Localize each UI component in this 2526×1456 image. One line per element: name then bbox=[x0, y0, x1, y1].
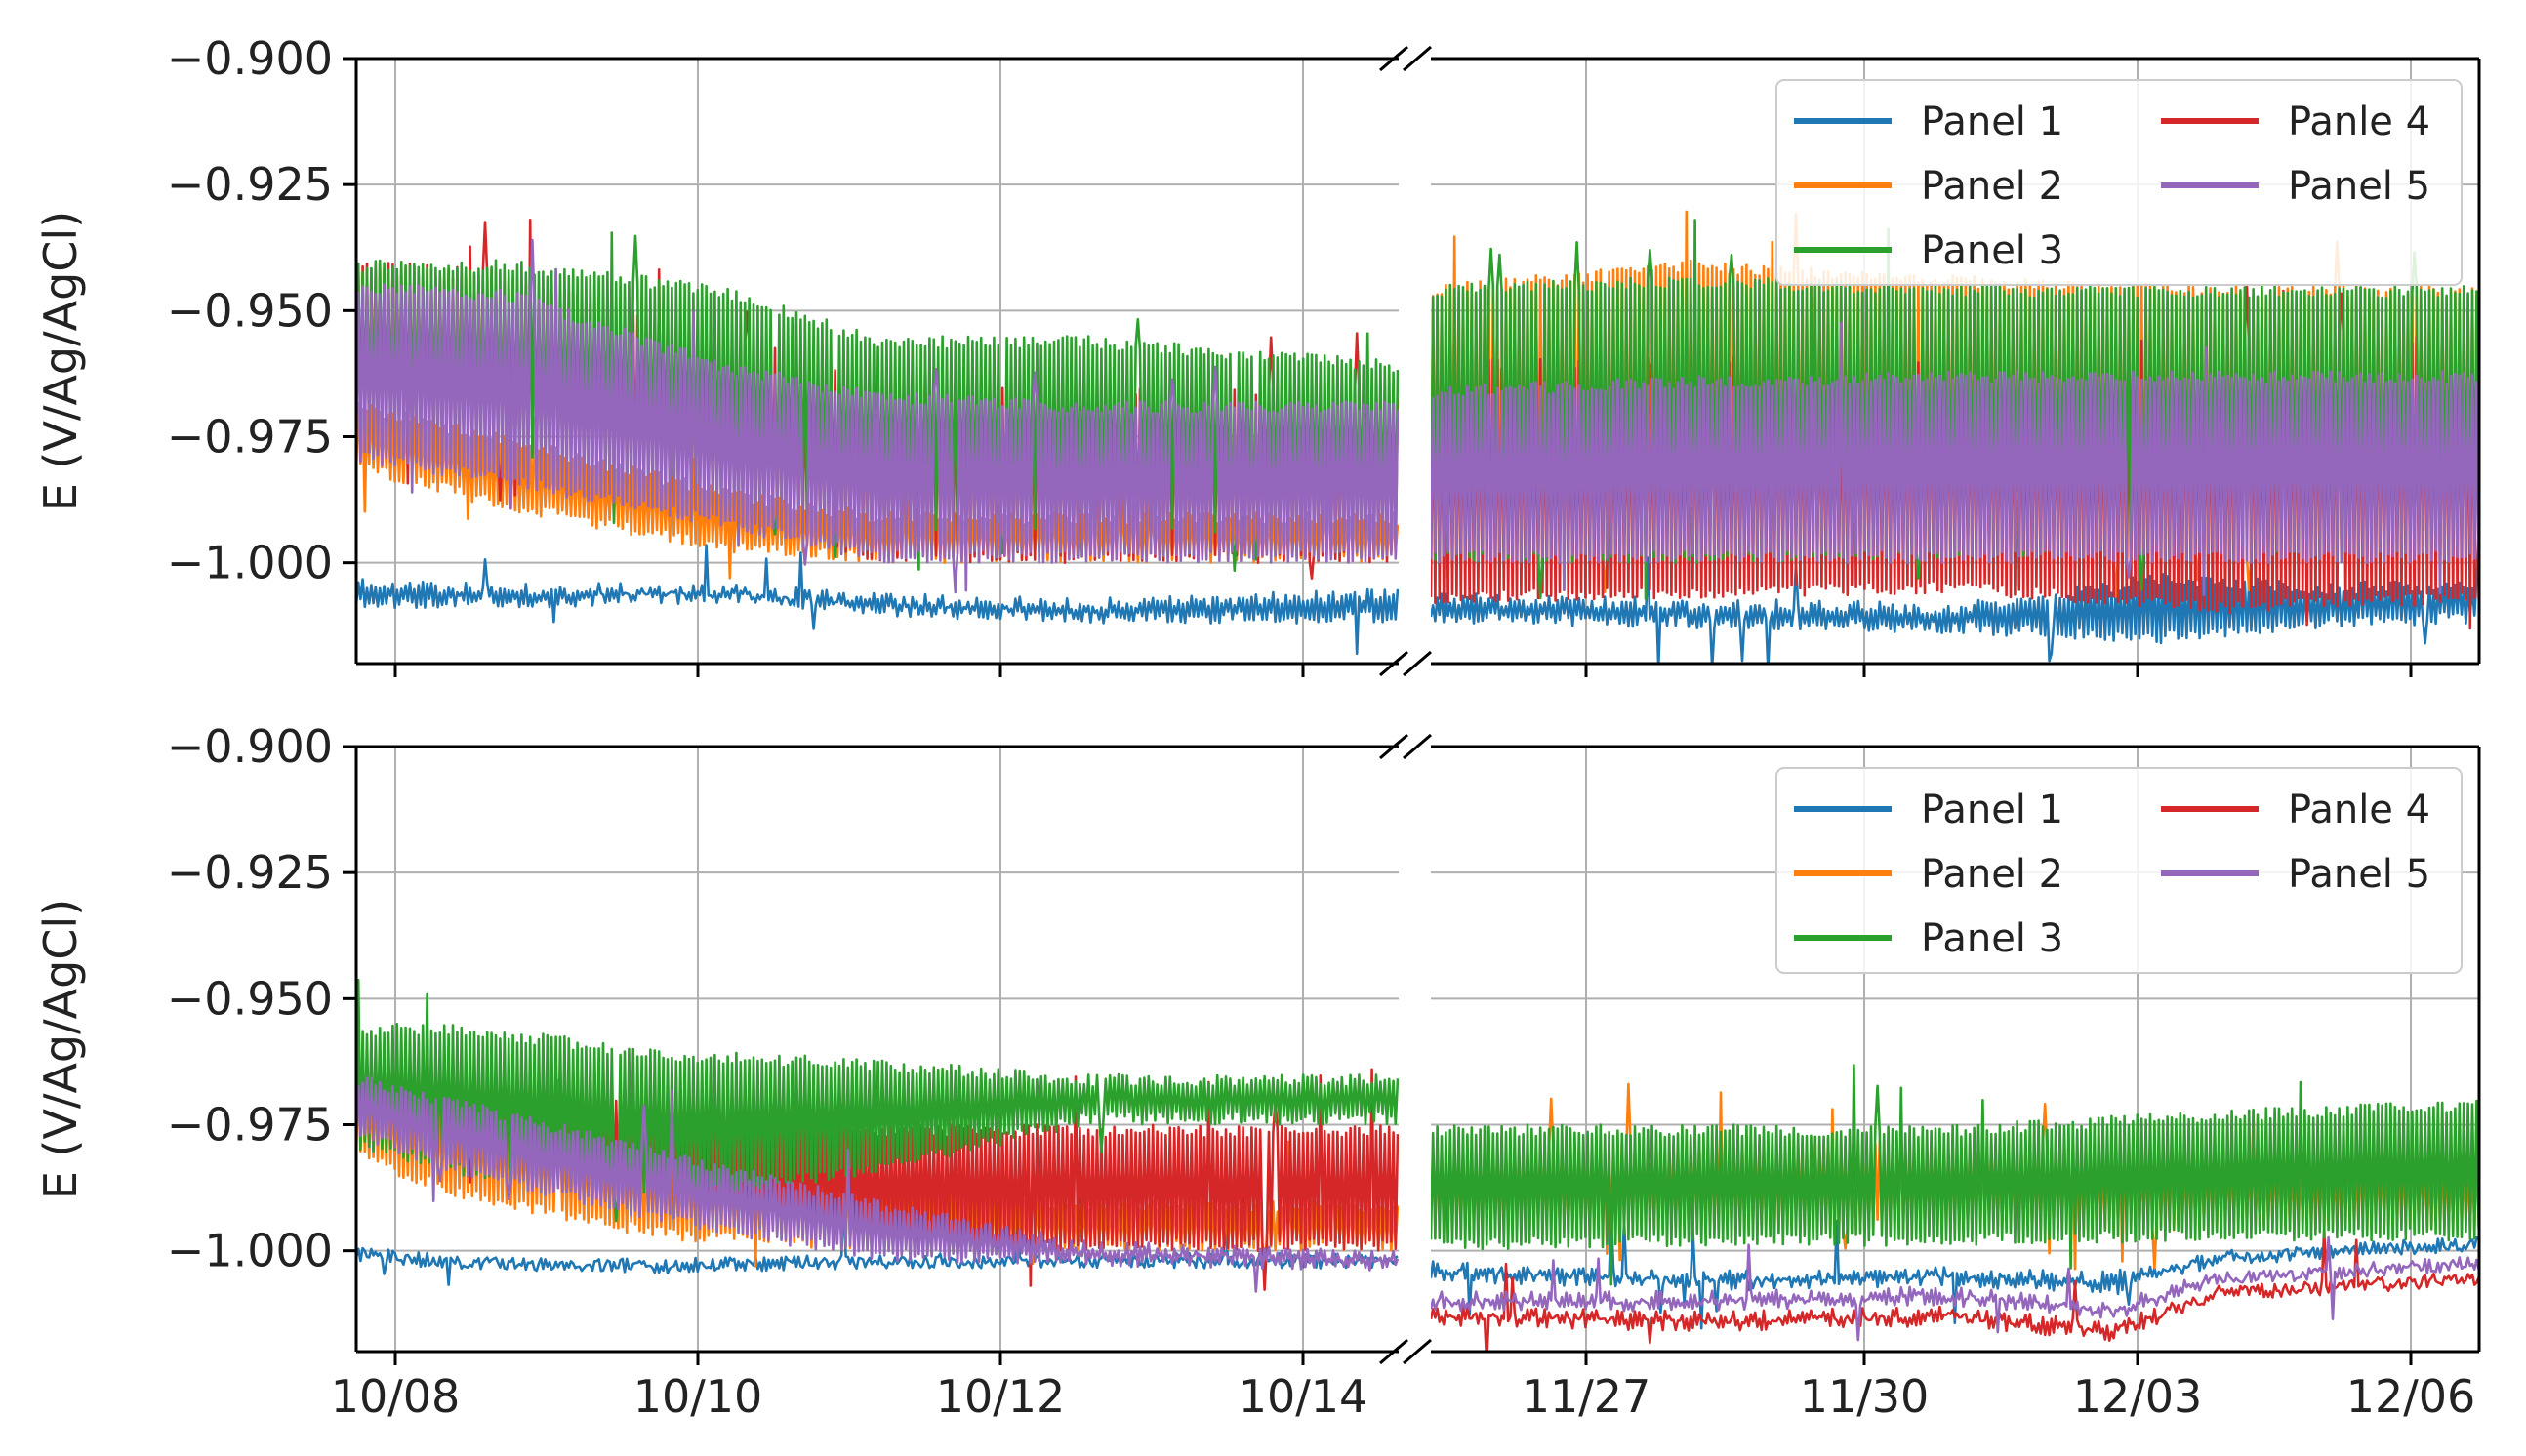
axes: −0.900 −0.925 −0.950 −0.975 −1.000 10/08 10/10… bbox=[34, 720, 2481, 1423]
y-tick-label: −0.950 bbox=[167, 972, 333, 1025]
axis-break-marker bbox=[1379, 733, 1408, 760]
series-line-panel-5 bbox=[356, 1076, 1399, 1293]
axes: −0.900 −0.925 −0.950 −0.975 −1.000 E (V/Ag/Ag… bbox=[34, 32, 2481, 677]
x-tick-label: 10/14 bbox=[1239, 1370, 1368, 1423]
axis-break-marker bbox=[1403, 1338, 1432, 1365]
y-tick-label: −0.900 bbox=[167, 32, 333, 85]
chart-panel-top: −0.900 −0.925 −0.950 −0.975 −1.000 E (V/Ag/Ag… bbox=[34, 32, 2481, 677]
legend-label: Panel 2 bbox=[1921, 852, 2063, 897]
y-tick-label: −0.900 bbox=[167, 720, 333, 773]
series-line-panel-3 bbox=[356, 978, 1399, 1223]
axis-break-marker bbox=[1403, 733, 1432, 760]
axis-break-marker bbox=[1379, 650, 1408, 677]
series-line-panel-1 bbox=[356, 544, 1399, 656]
y-tick-label: −1.000 bbox=[167, 537, 333, 589]
x-tick-label: 11/30 bbox=[1800, 1370, 1930, 1423]
y-tick-label: −0.925 bbox=[167, 846, 333, 899]
axis-break-marker bbox=[1403, 650, 1432, 677]
legend-label: Panle 4 bbox=[2288, 100, 2430, 144]
axis-break-marker bbox=[1403, 45, 1432, 72]
legend-label: Panel 5 bbox=[2288, 164, 2430, 209]
x-tick-label: 10/08 bbox=[331, 1370, 461, 1423]
x-tick-label: 10/12 bbox=[936, 1370, 1066, 1423]
legend-label: Panel 2 bbox=[1921, 164, 2063, 209]
legend-label: Panel 5 bbox=[2288, 852, 2430, 897]
legend: Panel 1 Panel 2 Panel 3 Panle 4 Panel 5 bbox=[1775, 79, 2463, 286]
y-tick-label: −1.000 bbox=[167, 1225, 333, 1277]
axis-break-marker bbox=[1379, 45, 1408, 72]
x-tick-label: 12/06 bbox=[2346, 1370, 2476, 1423]
series-line-panel-5 bbox=[356, 238, 1399, 594]
series-line-panel-3 bbox=[1431, 1064, 2479, 1286]
legend-label: Panel 3 bbox=[1921, 228, 2063, 273]
series-line-panel-5 bbox=[1431, 321, 2479, 596]
y-axis-label: E (V/Ag/AgCl) bbox=[34, 211, 87, 511]
legend-label: Panel 1 bbox=[1921, 788, 2063, 832]
legend: Panel 1 Panel 2 Panel 3 Panle 4 Panel 5 bbox=[1775, 767, 2463, 974]
x-tick-label: 11/27 bbox=[1522, 1370, 1651, 1423]
x-tick-label: 12/03 bbox=[2073, 1370, 2203, 1423]
axis-break-marker bbox=[1379, 1338, 1408, 1365]
series-line-panel-1 bbox=[1431, 530, 2479, 664]
series-group bbox=[356, 210, 2479, 664]
legend-label: Panle 4 bbox=[2288, 788, 2430, 832]
series-line-panel-1 bbox=[1431, 1211, 2479, 1330]
legend-box bbox=[1775, 79, 2463, 286]
x-tick-label: 10/10 bbox=[633, 1370, 763, 1423]
y-tick-label: −0.925 bbox=[167, 158, 333, 211]
series-line-panle-4 bbox=[1431, 1227, 2479, 1352]
y-tick-label: −0.950 bbox=[167, 284, 333, 337]
series-group bbox=[356, 978, 2479, 1352]
y-axis-label: E (V/Ag/AgCl) bbox=[34, 899, 87, 1199]
legend-label: Panel 3 bbox=[1921, 916, 2063, 961]
series-line-panel-5 bbox=[1431, 1235, 2479, 1342]
chart-panel-bottom: −0.900 −0.925 −0.950 −0.975 −1.000 10/08 10/10… bbox=[34, 720, 2481, 1423]
legend-box bbox=[1775, 767, 2463, 974]
legend-label: Panel 1 bbox=[1921, 100, 2063, 144]
y-tick-label: −0.975 bbox=[167, 411, 333, 464]
y-tick-label: −0.975 bbox=[167, 1099, 333, 1152]
